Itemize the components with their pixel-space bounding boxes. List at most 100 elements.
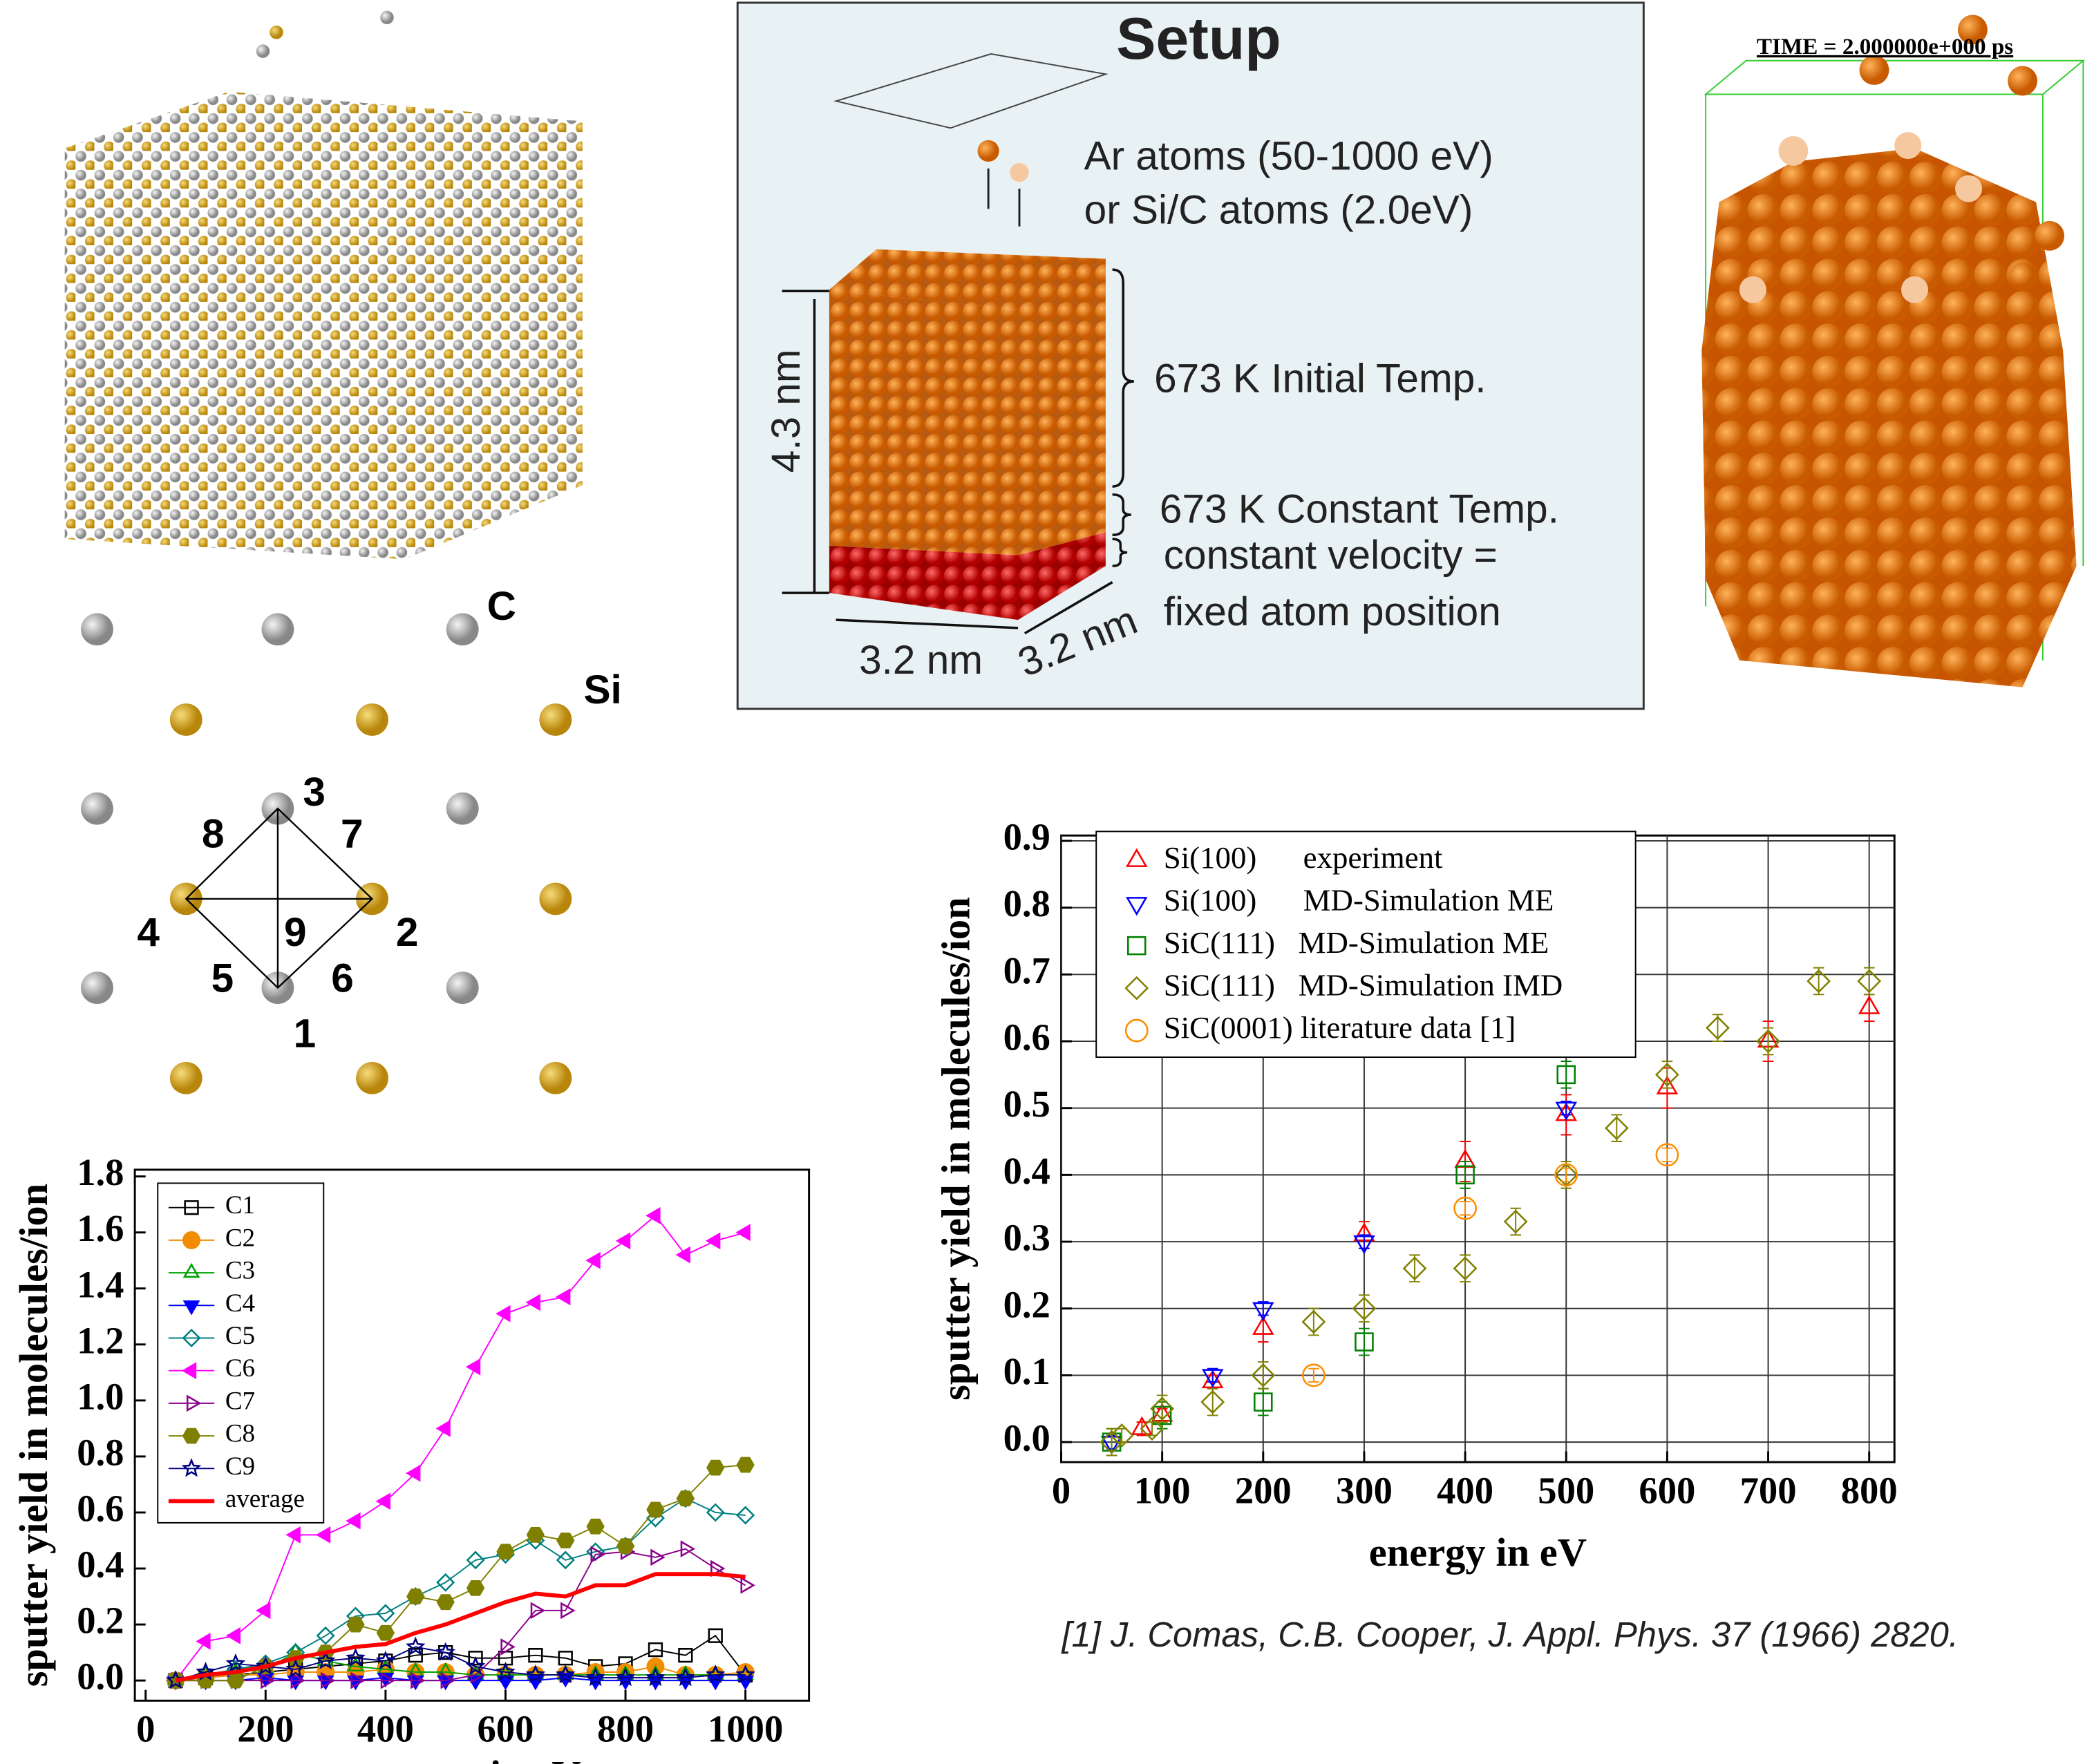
y-tick-label: 0.0 bbox=[77, 1656, 124, 1698]
marker bbox=[677, 1492, 693, 1506]
error-bar bbox=[1662, 1148, 1673, 1161]
site-label: 7 bbox=[341, 812, 364, 857]
crystal-image bbox=[65, 11, 583, 560]
y-tick-label: 0.6 bbox=[1003, 1016, 1050, 1059]
y-axis-label: sputter yield in molecules/ion bbox=[11, 1184, 56, 1687]
legend-label: C2 bbox=[225, 1224, 255, 1252]
marker bbox=[469, 1676, 482, 1689]
site-label: 1 bbox=[294, 1011, 317, 1056]
x-tick-label: 600 bbox=[1639, 1469, 1695, 1511]
marker bbox=[558, 1290, 570, 1304]
legend-label: SiC(111) MD-Simulation ME bbox=[1164, 925, 1549, 960]
y-tick-label: 0.2 bbox=[77, 1600, 124, 1642]
error-bar bbox=[1612, 1115, 1623, 1141]
x-tick-label: 400 bbox=[357, 1708, 414, 1750]
x-tick-label: 700 bbox=[1740, 1469, 1797, 1511]
setup-title: Setup bbox=[1116, 6, 1281, 72]
y-tick-label: 0.9 bbox=[1003, 815, 1050, 857]
time-label: TIME = 2.000000e+000 ps bbox=[1757, 34, 2013, 59]
legend-label: C1 bbox=[225, 1191, 255, 1220]
marker bbox=[617, 1539, 633, 1553]
marker bbox=[348, 1618, 364, 1631]
x-tick-label: 800 bbox=[597, 1708, 654, 1750]
marker bbox=[558, 1533, 574, 1547]
y-tick-label: 1.2 bbox=[77, 1319, 124, 1361]
y-tick-label: 1.8 bbox=[77, 1151, 124, 1193]
x-tick-label: 400 bbox=[1437, 1469, 1493, 1511]
site-label: 6 bbox=[331, 956, 354, 1000]
layer-label: 673 K Constant Temp. bbox=[1160, 487, 1559, 532]
marker bbox=[408, 1589, 424, 1603]
layer-label: fixed atom position bbox=[1164, 589, 1501, 634]
marker bbox=[587, 1253, 600, 1267]
x-tick-label: 100 bbox=[1134, 1469, 1191, 1511]
error-bar bbox=[1510, 1208, 1521, 1235]
error-bar bbox=[1813, 968, 1824, 995]
reference: [1] J. Comas, C.B. Cooper, J. Appl. Phys… bbox=[1061, 1615, 1959, 1654]
legend-label: C9 bbox=[225, 1452, 255, 1481]
legend-label: C5 bbox=[225, 1322, 255, 1350]
x-tick-label: 300 bbox=[1336, 1469, 1393, 1511]
beam-label: or Si/C atoms (2.0eV) bbox=[1084, 188, 1473, 233]
y-tick-label: 0.0 bbox=[1003, 1417, 1050, 1459]
y-tick-label: 0.8 bbox=[77, 1431, 124, 1473]
marker bbox=[467, 1581, 483, 1595]
marker bbox=[437, 1595, 453, 1609]
beam-label: Ar atoms (50-1000 eV) bbox=[1084, 134, 1493, 179]
marker bbox=[527, 1296, 540, 1309]
y-tick-label: 0.5 bbox=[1003, 1083, 1050, 1125]
error-bar bbox=[1460, 1202, 1471, 1215]
site-label: 4 bbox=[137, 910, 160, 955]
y-tick-label: 0.1 bbox=[1003, 1350, 1050, 1392]
marker bbox=[348, 1514, 360, 1528]
page: C Si 1 2 3 4 5 6 7 8 9 Setup Ar atoms (5… bbox=[0, 0, 2094, 1764]
marker bbox=[648, 1503, 663, 1517]
layer-label: constant velocity = bbox=[1164, 533, 1498, 578]
layer-label: 673 K Initial Temp. bbox=[1154, 356, 1486, 401]
snapshot-image: TIME = 2.000000e+000 ps bbox=[1701, 15, 2083, 687]
y-tick-label: 1.4 bbox=[77, 1263, 124, 1305]
y-tick-label: 0.4 bbox=[1003, 1150, 1050, 1192]
y-tick-label: 0.7 bbox=[1003, 949, 1050, 992]
legend-label: SiC(0001) literature data [1] bbox=[1164, 1010, 1516, 1045]
marker bbox=[408, 1639, 423, 1653]
error-bar bbox=[1308, 1309, 1319, 1336]
marker bbox=[737, 1226, 750, 1240]
site-label: 3 bbox=[303, 770, 326, 815]
legend-label: C7 bbox=[225, 1387, 255, 1415]
marker bbox=[737, 1458, 753, 1472]
site-label: 9 bbox=[284, 910, 307, 955]
poster: C Si 1 2 3 4 5 6 7 8 9 Setup Ar atoms (5… bbox=[0, 0, 2094, 1764]
legend-marker bbox=[183, 1429, 199, 1443]
error-bar bbox=[1116, 1429, 1127, 1442]
site-label: 2 bbox=[396, 910, 419, 955]
legend-label: Si(100) experiment bbox=[1164, 840, 1443, 875]
x-axis-label: energy in eV bbox=[363, 1752, 581, 1764]
marker bbox=[437, 1421, 450, 1435]
x-tick-label: 500 bbox=[1538, 1469, 1594, 1511]
marker bbox=[198, 1634, 210, 1648]
marker bbox=[708, 1234, 720, 1248]
legend-label: C8 bbox=[225, 1420, 255, 1448]
series-line bbox=[176, 1499, 746, 1680]
legend-label: C4 bbox=[225, 1289, 255, 1318]
y-axis-label: sputter yield in molecules/ion bbox=[934, 897, 979, 1401]
marker bbox=[408, 1466, 420, 1480]
marker bbox=[742, 1578, 754, 1592]
legend-label: Si(100) MD-Simulation ME bbox=[1164, 883, 1554, 918]
legend-label: SiC(111) MD-Simulation IMD bbox=[1164, 967, 1563, 1002]
x-tick-label: 600 bbox=[478, 1708, 534, 1750]
error-bar bbox=[1207, 1389, 1218, 1416]
marker bbox=[377, 1626, 393, 1640]
x-tick-label: 200 bbox=[237, 1708, 294, 1750]
y-tick-label: 0.3 bbox=[1003, 1217, 1050, 1259]
y-tick-label: 0.2 bbox=[1003, 1283, 1050, 1325]
legend-label: average bbox=[225, 1485, 305, 1513]
error-bar bbox=[1409, 1255, 1420, 1282]
site-label: 5 bbox=[211, 956, 234, 1000]
y-tick-label: 0.6 bbox=[77, 1488, 124, 1530]
x-tick-label: 800 bbox=[1841, 1469, 1898, 1511]
lattice-label: C bbox=[487, 584, 516, 629]
error-bar bbox=[1460, 1255, 1471, 1282]
error-bar bbox=[1713, 1014, 1724, 1041]
